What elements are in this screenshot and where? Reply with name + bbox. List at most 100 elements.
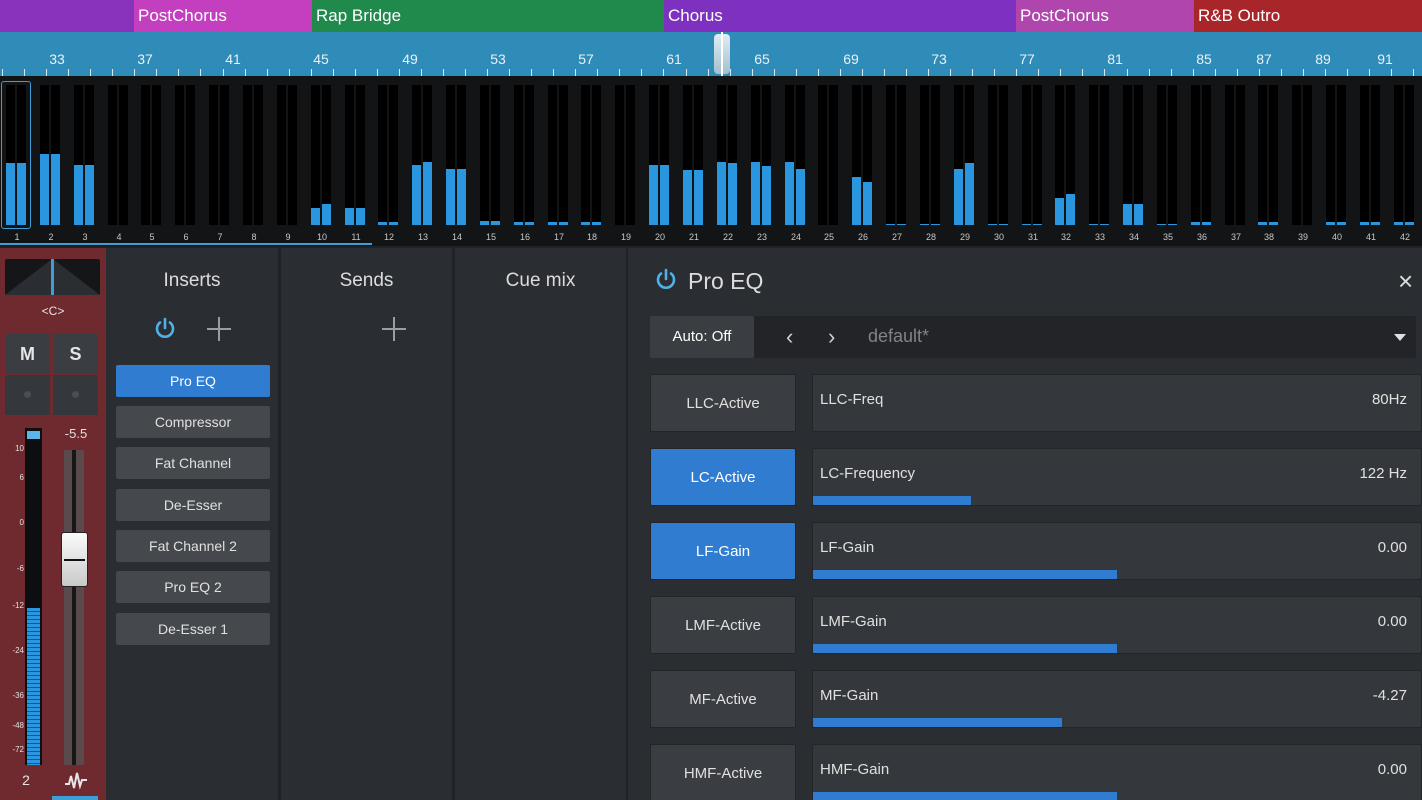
eq-parameter-slider[interactable]: MF-Gain -4.27 bbox=[812, 670, 1422, 728]
channel-meter[interactable]: 37 bbox=[1219, 76, 1253, 246]
ruler-tick bbox=[1303, 69, 1304, 76]
channel-meter[interactable]: 22 bbox=[711, 76, 745, 246]
insert-slot[interactable]: Pro EQ bbox=[116, 365, 270, 397]
ruler-label: 73 bbox=[931, 51, 947, 67]
pan-control[interactable] bbox=[5, 259, 100, 295]
channel-meter[interactable]: 3 bbox=[68, 76, 102, 246]
channel-meter[interactable]: 20 bbox=[643, 76, 677, 246]
channel-meter[interactable]: 14 bbox=[440, 76, 474, 246]
channel-meter[interactable]: 23 bbox=[745, 76, 779, 246]
channel-meter[interactable]: 27 bbox=[880, 76, 914, 246]
eq-parameter-slider[interactable]: HMF-Gain 0.00 bbox=[812, 744, 1422, 800]
channel-meter[interactable]: 15 bbox=[474, 76, 508, 246]
previous-preset-icon[interactable]: ‹ bbox=[786, 324, 794, 349]
waveform-icon[interactable] bbox=[64, 770, 88, 790]
channel-meter[interactable]: 28 bbox=[914, 76, 948, 246]
chevron-down-icon[interactable] bbox=[1394, 334, 1406, 341]
meter-right bbox=[457, 85, 466, 225]
eq-parameter-slider[interactable]: LLC-Freq 80Hz bbox=[812, 374, 1422, 432]
insert-slot[interactable]: Compressor bbox=[116, 406, 270, 438]
meter-fill bbox=[480, 221, 489, 225]
meter-scale-label: -48 bbox=[12, 721, 24, 730]
section-marker[interactable]: PostChorus bbox=[134, 0, 312, 32]
insert-slot[interactable]: Fat Channel bbox=[116, 447, 270, 479]
channel-meter[interactable]: 38 bbox=[1252, 76, 1286, 246]
record-arm-button[interactable] bbox=[5, 375, 50, 415]
channel-meter[interactable]: 35 bbox=[1151, 76, 1185, 246]
channel-meter[interactable]: 12 bbox=[372, 76, 406, 246]
channel-meter[interactable]: 39 bbox=[1286, 76, 1320, 246]
eq-toggle-button[interactable]: LMF-Active bbox=[650, 596, 796, 654]
section-marker[interactable]: Rap Bridge bbox=[312, 0, 664, 32]
eq-toggle-button[interactable]: LF-Gain bbox=[650, 522, 796, 580]
channel-meter[interactable]: 24 bbox=[779, 76, 813, 246]
channel-meter[interactable]: 2 bbox=[34, 76, 68, 246]
channel-meter[interactable]: 19 bbox=[609, 76, 643, 246]
section-marker[interactable]: R&B Outro bbox=[1194, 0, 1422, 32]
channel-meter[interactable]: 34 bbox=[1117, 76, 1151, 246]
channel-number-label: 2 bbox=[48, 232, 54, 242]
channel-meter[interactable]: 30 bbox=[982, 76, 1016, 246]
section-marker[interactable] bbox=[0, 0, 134, 32]
channel-meter[interactable]: 40 bbox=[1320, 76, 1354, 246]
channel-meter[interactable]: 32 bbox=[1049, 76, 1083, 246]
timeline-ruler[interactable]: 33 37 41 45 49 53 57 61 65 69 73 77 81 8… bbox=[0, 32, 1422, 76]
solo-button[interactable]: S bbox=[53, 334, 98, 374]
sends-panel: Sends bbox=[281, 248, 452, 800]
channel-number-label: 19 bbox=[620, 232, 631, 242]
insert-slot[interactable]: De-Esser 1 bbox=[116, 613, 270, 645]
meter-left bbox=[649, 85, 658, 225]
next-preset-icon[interactable]: › bbox=[828, 324, 836, 349]
channel-meter[interactable]: 10 bbox=[305, 76, 339, 246]
channel-meter[interactable]: 31 bbox=[1016, 76, 1050, 246]
insert-slot[interactable]: Fat Channel 2 bbox=[116, 530, 270, 562]
channel-meter[interactable]: 11 bbox=[339, 76, 373, 246]
section-marker[interactable]: PostChorus bbox=[1016, 0, 1194, 32]
plugin-title: Pro EQ bbox=[688, 268, 764, 294]
channel-meter[interactable]: 6 bbox=[169, 76, 203, 246]
eq-toggle-button[interactable]: LC-Active bbox=[650, 448, 796, 506]
channel-number-label: 40 bbox=[1331, 232, 1342, 242]
channel-meter[interactable]: 7 bbox=[203, 76, 237, 246]
monitor-button[interactable] bbox=[53, 375, 98, 415]
volume-fader-handle[interactable] bbox=[61, 532, 88, 587]
channel-meter[interactable]: 5 bbox=[135, 76, 169, 246]
insert-slot[interactable]: Pro EQ 2 bbox=[116, 571, 270, 603]
channel-strip: <C> M S -5.5 10 6 0 -6 -12 -24 -36 -48 -… bbox=[0, 248, 106, 800]
channel-meter[interactable]: 18 bbox=[575, 76, 609, 246]
eq-toggle-button[interactable]: HMF-Active bbox=[650, 744, 796, 800]
ruler-label: 41 bbox=[225, 51, 241, 67]
channel-meter[interactable]: 33 bbox=[1083, 76, 1117, 246]
channel-meter[interactable]: 8 bbox=[237, 76, 271, 246]
eq-power-button[interactable] bbox=[654, 268, 678, 297]
channel-meter[interactable]: 21 bbox=[677, 76, 711, 246]
add-send-button[interactable] bbox=[382, 317, 406, 341]
channel-meter[interactable]: 26 bbox=[846, 76, 880, 246]
channel-meter[interactable]: 42 bbox=[1388, 76, 1422, 246]
channel-meter[interactable]: 1 bbox=[0, 76, 34, 246]
channel-meter[interactable]: 41 bbox=[1354, 76, 1388, 246]
channel-meter[interactable]: 4 bbox=[102, 76, 136, 246]
channel-meter[interactable]: 16 bbox=[508, 76, 542, 246]
mute-button[interactable]: M bbox=[5, 334, 50, 374]
eq-toggle-button[interactable]: MF-Active bbox=[650, 670, 796, 728]
meter-scale-label: -6 bbox=[16, 564, 24, 573]
channel-meter[interactable]: 29 bbox=[948, 76, 982, 246]
eq-parameter-slider[interactable]: LF-Gain 0.00 bbox=[812, 522, 1422, 580]
eq-parameter-slider[interactable]: LC-Frequency 122 Hz bbox=[812, 448, 1422, 506]
preset-name[interactable]: default* bbox=[868, 326, 930, 346]
channel-meter[interactable]: 25 bbox=[812, 76, 846, 246]
add-insert-button[interactable] bbox=[207, 317, 231, 341]
insert-slot[interactable]: De-Esser bbox=[116, 489, 270, 521]
close-icon[interactable]: × bbox=[1398, 266, 1414, 296]
eq-toggle-button[interactable]: LLC-Active bbox=[650, 374, 796, 432]
eq-parameter-slider[interactable]: LMF-Gain 0.00 bbox=[812, 596, 1422, 654]
channel-meter[interactable]: 13 bbox=[406, 76, 440, 246]
channel-meter[interactable]: 17 bbox=[542, 76, 576, 246]
inserts-power-button[interactable] bbox=[153, 317, 177, 341]
section-marker[interactable]: Chorus bbox=[664, 0, 1016, 32]
meter-right bbox=[51, 85, 60, 225]
automation-mode-button[interactable]: Auto: Off bbox=[650, 316, 754, 358]
channel-meter[interactable]: 36 bbox=[1185, 76, 1219, 246]
channel-meter[interactable]: 9 bbox=[271, 76, 305, 246]
